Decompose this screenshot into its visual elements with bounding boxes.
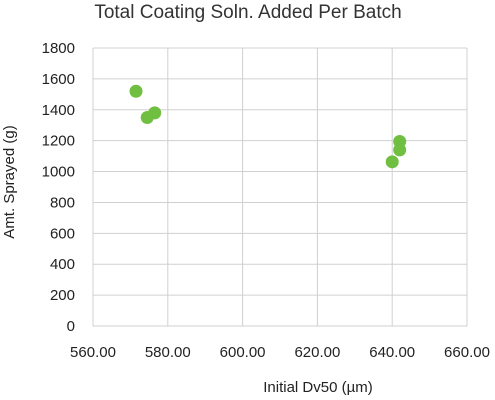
x-axis-label: Initial Dv50 (µm) [263,379,373,396]
y-tick-label: 1400 [42,102,75,119]
y-tick-label: 1600 [42,71,75,88]
data-point [393,143,407,157]
x-tick-label: 640.00 [369,344,415,361]
y-tick-label: 200 [50,287,75,304]
x-tick-label: 660.00 [444,344,490,361]
data-point [148,106,162,120]
x-tick-label: 600.00 [220,344,266,361]
y-tick-labels: 0 200 400 600 800 1000 1200 1400 1600 1800 [42,40,75,335]
data-points [129,84,407,169]
y-tick-label: 0 [67,318,75,335]
y-tick-label: 1000 [42,164,75,181]
x-tick-labels: 560.00 580.00 600.00 620.00 640.00 660.00 [70,344,490,361]
y-tick-label: 1200 [42,133,75,150]
chart-title: Total Coating Soln. Added Per Batch [94,2,401,23]
data-point [385,155,399,169]
y-tick-label: 800 [50,194,75,211]
y-axis-label: Amt. Sprayed (g) [1,125,18,238]
gridlines [92,47,468,327]
x-tick-label: 620.00 [294,344,340,361]
y-tick-label: 400 [50,256,75,273]
data-point [129,84,143,98]
y-tick-label: 1800 [42,40,75,57]
y-tick-label: 600 [50,225,75,242]
x-tick-label: 560.00 [70,344,116,361]
x-tick-label: 580.00 [145,344,191,361]
